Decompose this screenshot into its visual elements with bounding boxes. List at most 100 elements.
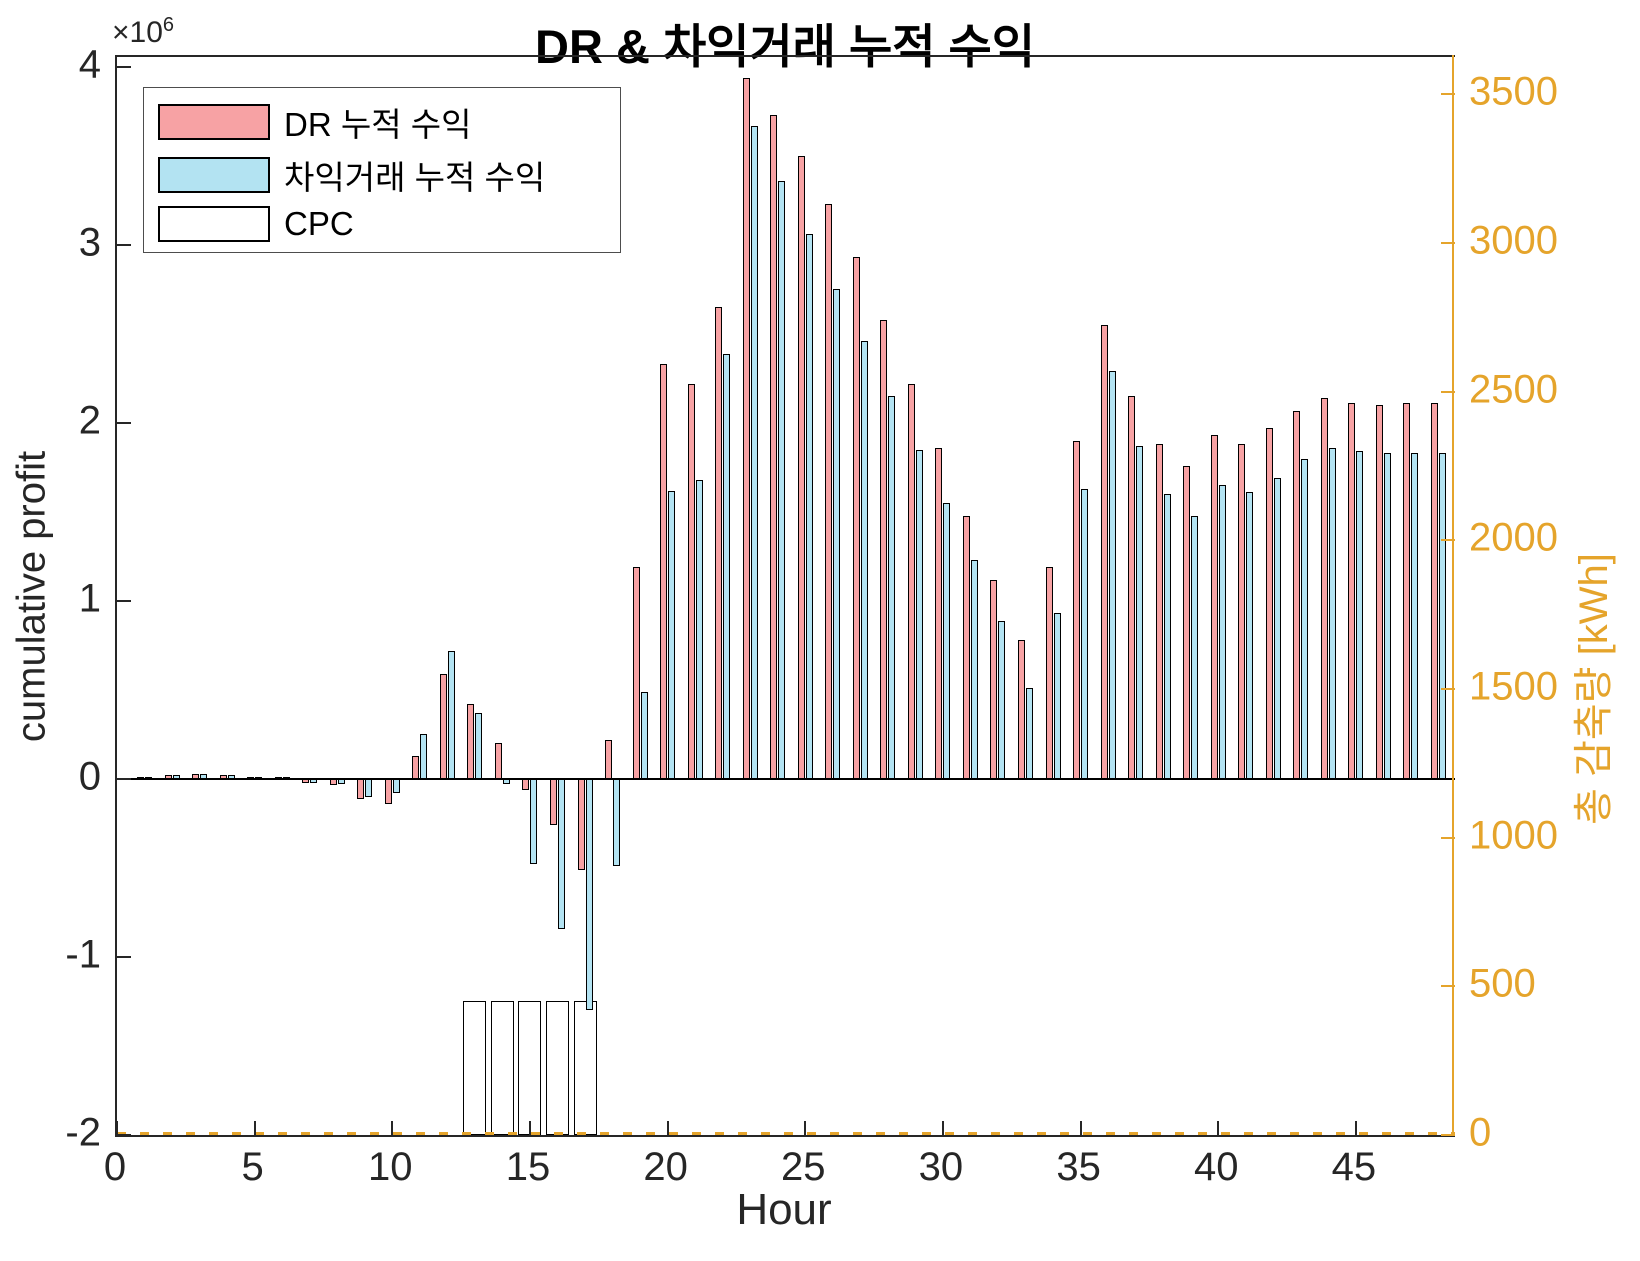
arbitrage-bar (1411, 453, 1419, 779)
y-left-tick (117, 777, 131, 780)
dr-bar (1348, 403, 1356, 779)
arbitrage-bar (1163, 494, 1171, 779)
y-right-tick (1441, 1134, 1455, 1136)
arbitrage-bar (557, 778, 565, 929)
arbitrage-bar (392, 778, 400, 794)
y-left-tick-label: -1 (65, 932, 101, 977)
arbitrage-bar (1273, 478, 1281, 779)
dr-bar (1073, 440, 1081, 779)
cpc-bar (545, 1001, 569, 1135)
dr-bar (1210, 435, 1218, 779)
legend: DR 누적 수익 차익거래 누적 수익 CPC (143, 87, 621, 253)
dr-bar (1293, 410, 1301, 779)
x-tick (941, 1121, 944, 1135)
dr-bar (494, 743, 502, 779)
x-tick-label: 5 (241, 1145, 264, 1189)
dr-bar (1045, 567, 1053, 779)
dr-bar (1183, 465, 1191, 779)
x-axis-label: Hour (736, 1185, 832, 1234)
arbitrage-bar (1356, 451, 1364, 779)
dr-bar (632, 567, 640, 779)
dr-bar (1375, 405, 1383, 779)
x-tick (391, 1121, 394, 1135)
dr-bar (797, 155, 805, 779)
y-left-tick-label: 0 (78, 754, 101, 799)
dr-bar (990, 579, 998, 779)
dr-bar (660, 364, 668, 779)
y-right-tick-label: 3000 (1469, 218, 1558, 263)
right-zero-dashed-line (117, 1132, 1455, 1135)
cpc-bar (573, 1001, 597, 1135)
arbitrage-bar (805, 234, 813, 779)
arbitrage-bar (1383, 453, 1391, 779)
y-right-tick-label: 1000 (1469, 813, 1558, 858)
y-left-tick (117, 65, 131, 68)
arbitrage-bar (640, 691, 648, 779)
cpc-bar (490, 1001, 514, 1135)
arbitrage-bar (1218, 485, 1226, 779)
arbitrage-bar (1246, 492, 1254, 779)
dr-bar (412, 755, 420, 779)
arbitrage-bar (530, 778, 538, 865)
x-tick (1354, 1121, 1357, 1135)
y-right-tick-label: 2000 (1469, 515, 1558, 560)
dr-bar (605, 739, 613, 779)
dr-bar (1018, 640, 1026, 779)
arbitrage-bar (1081, 488, 1089, 779)
y-left-tick (117, 1134, 131, 1136)
dr-bar (935, 447, 943, 779)
arbitrage-bar (1191, 515, 1199, 779)
legend-item-cpc: CPC (144, 205, 620, 243)
arbitrage-bar (750, 125, 758, 779)
dr-bar (907, 383, 915, 779)
dr-bar (962, 515, 970, 779)
arbitrage-bar (447, 650, 455, 779)
x-tick-label: 15 (505, 1145, 551, 1189)
arbitrage-bar (1108, 371, 1116, 779)
legend-label-dr: DR 누적 수익 (284, 105, 472, 143)
y-right-tick (1441, 687, 1455, 690)
y-left-tick-label: 3 (78, 220, 101, 265)
legend-item-arbitrage: 차익거래 누적 수익 (144, 151, 620, 199)
y-left-tick-label: 1 (78, 576, 101, 621)
y-right-tick (1441, 836, 1455, 839)
arbitrage-bar (420, 734, 428, 779)
dr-bar (715, 307, 723, 779)
y-axis-label-right: 총 감축량 [kWh] (1572, 553, 1616, 825)
y-left-tick (117, 421, 131, 424)
arbitrage-bar (668, 490, 676, 779)
x-tick-label: 10 (368, 1145, 413, 1189)
x-tick-label: 40 (1193, 1145, 1239, 1189)
x-tick (528, 1121, 531, 1135)
x-tick (1079, 1121, 1082, 1135)
y-right-tick-label: 0 (1469, 1110, 1492, 1155)
y-left-tick (117, 599, 131, 602)
dr-bar (1403, 403, 1411, 779)
arbitrage-bar (1053, 613, 1061, 779)
chart-title: DR & 차익거래 누적 수익 (535, 20, 1035, 73)
dr-bar (1128, 396, 1136, 779)
arbitrage-bar (778, 180, 786, 779)
y-left-tick-label: 4 (78, 42, 101, 87)
y-right-tick (1441, 539, 1455, 542)
dr-bar (1265, 428, 1273, 779)
arbitrage-bar (1136, 446, 1144, 779)
y-right-tick-label: 2500 (1469, 367, 1558, 412)
arbitrage-bar (888, 396, 896, 779)
arbitrage-bar (1438, 453, 1446, 779)
cpc-bar (518, 1001, 542, 1135)
arbitrage-bar (970, 560, 978, 779)
arbitrage-bar (695, 479, 703, 779)
x-tick-label: 20 (643, 1145, 688, 1189)
arbitrage-bar (613, 778, 621, 867)
y-right-tick-label: 1500 (1469, 664, 1558, 709)
x-tick (116, 1121, 118, 1135)
x-tick (804, 1121, 807, 1135)
dr-bar (577, 778, 585, 870)
cpc-bar (463, 1001, 487, 1135)
dr-bar (467, 704, 475, 779)
arbitrage-bar (723, 353, 731, 779)
arbitrage-bar (833, 289, 841, 779)
plot-area (115, 55, 1455, 1137)
x-tick (1217, 1121, 1220, 1135)
